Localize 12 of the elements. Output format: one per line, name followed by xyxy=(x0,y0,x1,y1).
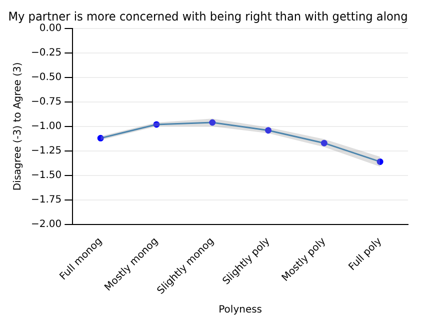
y-tick-label: −1.00 xyxy=(30,121,62,132)
y-tick-label: −0.25 xyxy=(30,48,62,58)
x-axis-title: Polyness xyxy=(218,304,262,316)
y-tick-label: −0.75 xyxy=(30,96,62,108)
chart-title: My partner is more concerned with being right than with getting along xyxy=(8,9,408,24)
y-tick-label: 0.00 xyxy=(39,22,62,34)
y-tick-label: −1.25 xyxy=(30,146,62,157)
y-tick-label: −1.75 xyxy=(30,194,62,206)
y-tick-label: −0.50 xyxy=(30,72,62,84)
y-tick-label: −1.50 xyxy=(30,170,62,182)
y-axis-title: Disagree (-3) to Agree (3) xyxy=(12,62,24,191)
y-tick-label: −2.00 xyxy=(30,219,62,230)
